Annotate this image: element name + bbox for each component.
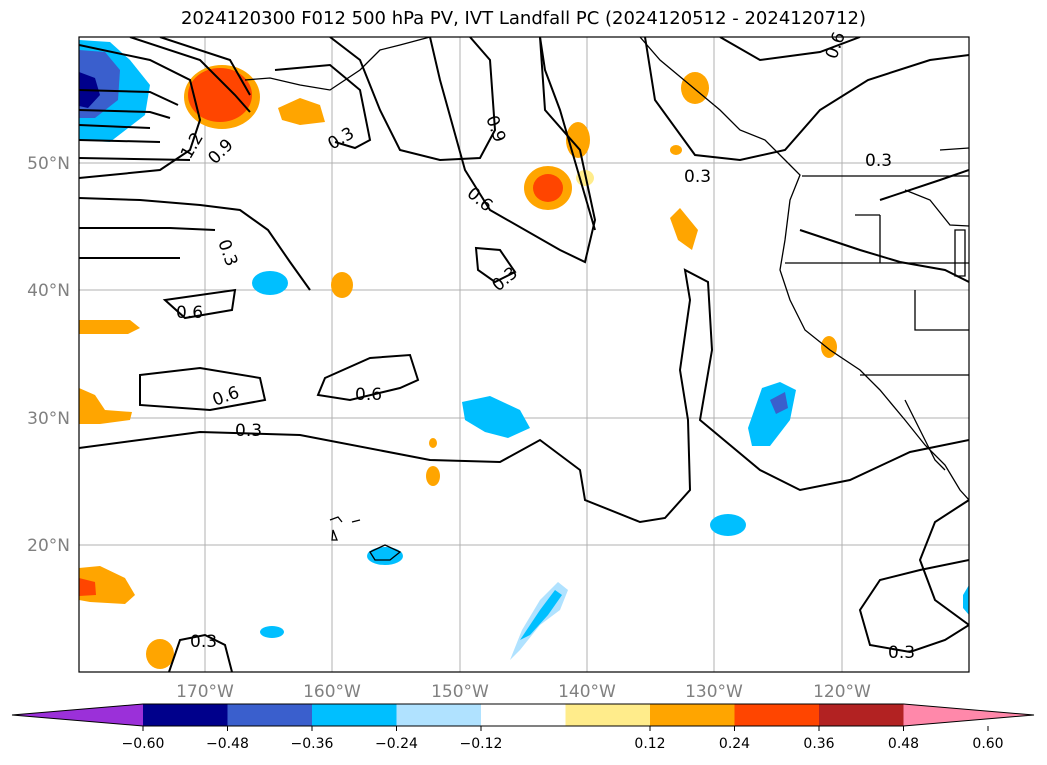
lon-label: 130°W [685, 682, 743, 702]
colorbar-segment [227, 704, 313, 726]
map-background [79, 37, 969, 672]
coastlines [244, 37, 969, 561]
contour-label: 0.3 [865, 151, 892, 171]
colorbar-tick-label: 0.12 [634, 736, 665, 752]
lat-label: 20°N [27, 536, 70, 556]
colorbar-segment [481, 704, 566, 726]
colorbar-segment [143, 704, 228, 726]
colorbar-extend-max [903, 704, 1034, 726]
lon-label: 120°W [813, 682, 871, 702]
longitude-labels: 170°W 160°W 150°W 140°W 130°W 120°W [176, 682, 871, 702]
colorbar-segment [312, 704, 397, 726]
gridlines [79, 37, 969, 672]
contour-label: 0.3 [684, 167, 711, 187]
negative-anomalies [79, 40, 969, 660]
colorbar-tick-label: 0.24 [719, 736, 750, 752]
map-frame [78, 36, 970, 673]
colorbar-tick-label: 0.48 [888, 736, 919, 752]
colorbar-segment [396, 704, 482, 726]
lon-label: 160°W [303, 682, 361, 702]
colorbar-tick-label: −0.36 [291, 736, 334, 752]
colorbar-segment [734, 704, 820, 726]
contour-label: 0.3 [190, 632, 217, 652]
pv-contours [79, 37, 969, 672]
lat-label: 50°N [27, 154, 70, 174]
colorbar-segment [565, 704, 651, 726]
contour-label: 0.3 [235, 421, 262, 441]
lat-label: 30°N [27, 409, 70, 429]
colorbar-tick-label: −0.48 [206, 736, 249, 752]
colorbar-tick-label: −0.24 [375, 736, 418, 752]
colorbar-tick-label: −0.12 [460, 736, 503, 752]
colorbar-segment [650, 704, 735, 726]
contour-label: 0.3 [888, 643, 915, 663]
lon-label: 170°W [176, 682, 234, 702]
colorbar-tick-label: 0.60 [972, 736, 1003, 752]
lat-label: 40°N [27, 281, 70, 301]
map-title: 2024120300 F012 500 hPa PV, IVT Landfall… [180, 8, 867, 29]
colorbar-segment [819, 704, 904, 726]
colorbar-tick-label: 0.36 [803, 736, 834, 752]
colorbar-extend-min [12, 704, 143, 726]
colorbar: −0.60 −0.48 −0.36 −0.24 −0.12 0.12 0.24 0.36 0.4… [11, 703, 1035, 752]
map-content [79, 37, 969, 672]
latitude-labels: 50°N 40°N 30°N 20°N [27, 154, 70, 556]
lon-label: 140°W [558, 682, 616, 702]
contour-label: 0.6 [355, 385, 382, 405]
colorbar-tick-label: −0.60 [122, 736, 165, 752]
lon-label: 150°W [431, 682, 489, 702]
positive-anomalies [79, 65, 837, 669]
contour-label: 0.6 [176, 303, 203, 323]
